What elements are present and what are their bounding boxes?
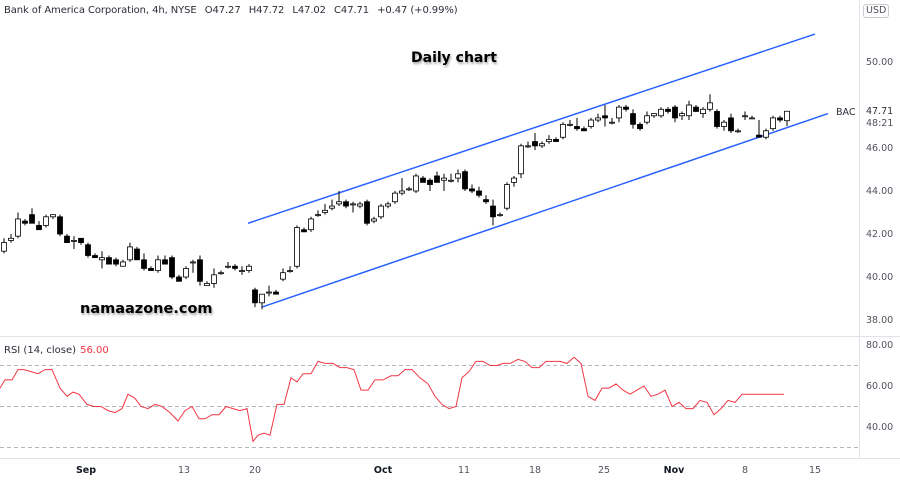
trend-channel <box>247 33 829 308</box>
time-tick-25: 25 <box>597 465 611 476</box>
price-tick-46: 46.00 <box>866 143 894 154</box>
time-axis[interactable] <box>0 458 900 483</box>
time-tick-oct: Oct <box>373 465 393 476</box>
time-tick-11: 11 <box>457 465 471 476</box>
price-tick-44: 44.00 <box>866 186 894 197</box>
symbol-line-label: BAC <box>836 107 856 118</box>
watermark-text: namaazone.com <box>80 301 213 317</box>
time-tick-20: 20 <box>248 465 262 476</box>
rsi-legend[interactable]: RSI (14, close) 56.00 <box>4 345 109 356</box>
price-change: +0.47 (+0.99%) <box>377 5 458 16</box>
rsi-tick-40: 40.00 <box>866 422 894 433</box>
time-tick-nov: Nov <box>663 465 685 476</box>
price-tick-42: 42.00 <box>866 229 894 240</box>
rsi-line <box>0 356 784 443</box>
time-tick-15: 15 <box>808 465 822 476</box>
pane-separator-axis <box>859 336 900 337</box>
ohlc-open: O47.27 <box>204 5 241 16</box>
pane-separator[interactable] <box>0 336 859 337</box>
symbol-name: Bank of America Corporation, 4h, NYSE <box>4 5 197 16</box>
rsi-reference-lines <box>0 365 858 448</box>
rsi-tick-80: 80.00 <box>866 340 894 351</box>
symbol-header: Bank of America Corporation, 4h, NYSE O4… <box>4 5 463 16</box>
ohlc-low: L47.02 <box>292 5 326 16</box>
price-chart-canvas[interactable] <box>0 0 860 458</box>
price-tick-50: 50.00 <box>866 57 894 68</box>
time-tick-sep: Sep <box>75 465 97 476</box>
price-tick-38: 38.00 <box>866 315 894 326</box>
price-axis[interactable] <box>859 0 900 458</box>
bar-countdown: 48:21 <box>866 118 894 129</box>
rsi-title: RSI (14, close) <box>4 345 77 356</box>
rsi-tick-60: 60.00 <box>866 381 894 392</box>
price-tick-40: 40.00 <box>866 272 894 283</box>
time-tick-13: 13 <box>177 465 191 476</box>
ohlc-close: C47.71 <box>334 5 370 16</box>
last-price-label: 47.71 <box>866 106 894 117</box>
time-tick-18: 18 <box>528 465 542 476</box>
time-tick-8: 8 <box>741 465 749 476</box>
ohlc-high: H47.72 <box>248 5 285 16</box>
candlesticks <box>1 94 790 310</box>
rsi-value: 56.00 <box>80 345 109 356</box>
currency-badge[interactable]: USD <box>863 4 890 18</box>
chart-annotation-title: Daily chart <box>411 50 497 66</box>
